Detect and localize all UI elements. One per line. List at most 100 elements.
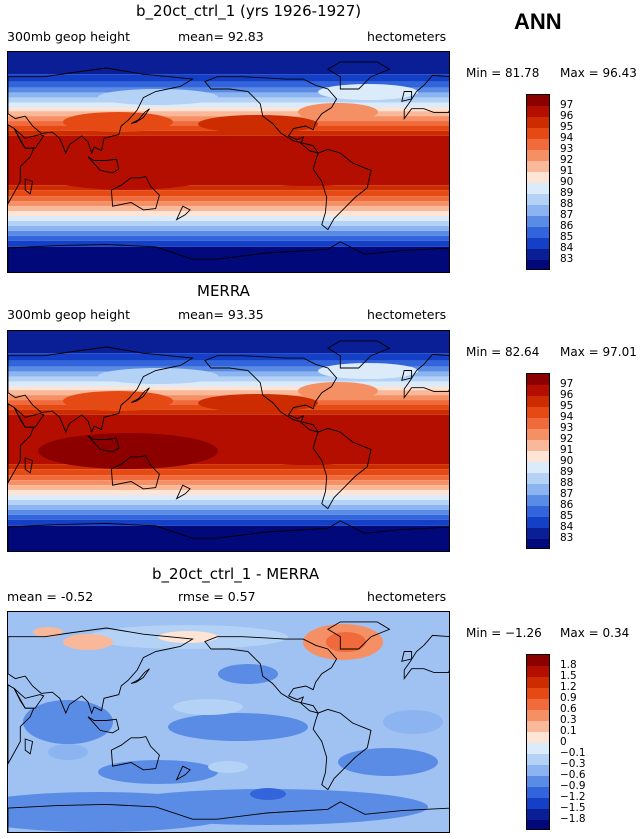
contour-band [8,514,449,520]
coastline [110,455,160,490]
contour-region [168,713,308,741]
contour-band [8,92,449,98]
colorbar-swatch [527,721,549,732]
coastline [87,716,120,734]
colorbar-swatch [527,216,549,227]
colorbar-tick-label: 95 [560,400,574,412]
coastline [110,176,160,211]
colorbar-swatch [527,732,549,743]
panel-3-mean: mean = -0.52 [7,589,94,604]
colorbar-tick-label: −0.1 [560,747,586,759]
colorbar-tick-label: 0.1 [560,725,577,737]
colorbar-swatch [527,374,549,385]
contour-band [8,240,449,247]
coastline [87,435,120,453]
colorbar-tick-label: 92 [560,433,574,445]
contour-band [8,111,449,117]
contour-band [8,525,449,551]
colorbar-swatch [527,776,549,787]
contour-band [8,246,449,272]
colorbar-tick-label: −0.3 [560,758,586,770]
colorbar-tick-label: 97 [560,99,574,111]
colorbar-swatch [527,451,549,462]
colorbar-tick-label: 83 [560,532,574,544]
colorbar-tick-label: 86 [560,499,574,511]
colorbar-swatch [527,407,549,418]
coastline [8,346,194,434]
coastline [175,765,191,781]
contour-band [8,211,449,217]
contour-region [298,382,378,400]
colorbar-swatch [527,161,549,172]
colorbar-tick-label: 85 [560,510,574,522]
contour-band [8,499,449,505]
colorbar-tick-label: 85 [560,231,574,243]
coastline [401,370,413,381]
colorbar-swatch [527,677,549,688]
colorbar-swatch [527,820,549,829]
colorbar-swatch [527,440,549,451]
panel-3-map [7,611,450,833]
contour-band [8,371,449,377]
contour-region [48,744,88,760]
colorbar-swatch [527,484,549,495]
colorbar-tick-label: 0 [560,736,567,748]
contour-region [298,103,378,121]
colorbar-tick-label: 96 [560,389,574,401]
colorbar-swatch [527,462,549,473]
panel-2-title: MERRA [197,282,250,300]
coastline [110,736,160,771]
colorbar-swatch [527,249,549,260]
panel-2-min: Min = 82.64 [466,345,540,359]
colorbar-tick-label: 94 [560,132,574,144]
panel-2-map [7,330,450,552]
colorbar-tick-label: 97 [560,378,574,390]
contour-band [8,52,449,75]
colorbar-swatch [527,710,549,721]
panel-1-colorbar [526,94,550,270]
coastline [130,108,150,124]
panel-3-colorbar [526,654,550,830]
colorbar-tick-label: 93 [560,143,574,155]
contour-region [208,761,248,773]
colorbar-swatch [527,183,549,194]
panel-2-mean: mean= 93.35 [178,307,264,322]
colorbar-swatch [527,666,549,677]
contour-band [8,81,449,88]
coastline [312,427,372,510]
contour-band [8,480,449,486]
season-label: ANN [514,9,562,34]
colorbar-swatch [527,506,549,517]
colorbar-tick-label: −1.5 [560,802,586,814]
coastline [401,91,413,102]
coastline [204,76,338,154]
contour-region [250,788,286,800]
panel-2-units: hectometers [367,307,447,322]
colorbar-swatch [527,754,549,765]
colorbar-tick-label: 0.9 [560,692,577,704]
colorbar-tick-label: 89 [560,466,574,478]
contour-band [8,469,449,476]
coastline [24,178,34,195]
colorbar-swatch [527,743,549,754]
colorbar-swatch [527,429,549,440]
contour-band [8,230,449,236]
colorbar-swatch [527,227,549,238]
colorbar-tick-label: 94 [560,411,574,423]
contour-band [8,409,449,415]
contour-region [326,632,366,652]
colorbar-swatch [527,787,549,798]
colorbar-tick-label: 87 [560,209,574,221]
contour-region [198,394,318,412]
contour-band [8,216,449,221]
contour-band [8,376,449,382]
coastline [312,708,372,791]
contour-region [228,433,388,465]
colorbar-tick-label: 83 [560,253,574,265]
colorbar-tick-label: 89 [560,187,574,199]
panel-3-title: b_20ct_ctrl_1 - MERRA [152,565,320,583]
contour-band [8,74,449,82]
colorbar-swatch [527,809,549,820]
contour-band [8,360,449,367]
colorbar-swatch [527,798,549,809]
